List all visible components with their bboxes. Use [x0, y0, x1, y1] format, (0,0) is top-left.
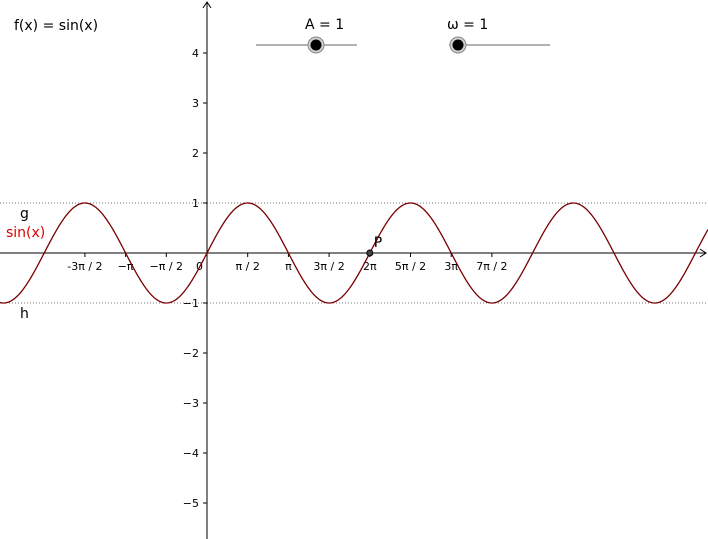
point-p[interactable] [366, 249, 374, 257]
amplitude-slider-knob[interactable] [307, 36, 325, 54]
x-tick-label: −π / 2 [150, 260, 184, 273]
amplitude-slider-label: A = 1 [305, 17, 344, 33]
y-axis-arrow [202, 1, 212, 9]
point-p-label: P [374, 235, 382, 251]
x-tick-label: π / 2 [236, 260, 260, 273]
x-axis-arrow [699, 248, 707, 258]
y-tick-label: −4 [183, 447, 199, 460]
y-tick-label: −5 [183, 497, 199, 510]
x-tick-label: 5π / 2 [395, 260, 426, 273]
line-g-label[interactable]: g [20, 206, 29, 222]
y-tick-label: −2 [183, 347, 199, 360]
line-h-label[interactable]: h [20, 306, 29, 322]
x-tick-label: 2π [363, 260, 377, 273]
y-tick-label: 3 [192, 97, 199, 110]
function-label[interactable]: f(x) = sin(x) [14, 18, 98, 34]
omega-slider-label: ω = 1 [447, 17, 488, 33]
y-tick-label: 4 [192, 47, 199, 60]
y-tick-label: −3 [183, 397, 199, 410]
sin-curve-label[interactable]: sin(x) [6, 225, 45, 241]
x-tick-label: 3π [444, 260, 458, 273]
x-tick-label: π [285, 260, 292, 273]
x-tick-label: 3π / 2 [313, 260, 344, 273]
sine-curve[interactable] [0, 202, 708, 304]
omega-slider-knob[interactable] [449, 36, 467, 54]
x-tick-label: 7π / 2 [476, 260, 507, 273]
y-tick-label: 1 [192, 197, 199, 210]
x-tick-label: -3π / 2 [67, 260, 102, 273]
y-tick-label: −1 [183, 297, 199, 310]
y-tick-label: 2 [192, 147, 199, 160]
x-tick-label: −π [118, 260, 134, 273]
